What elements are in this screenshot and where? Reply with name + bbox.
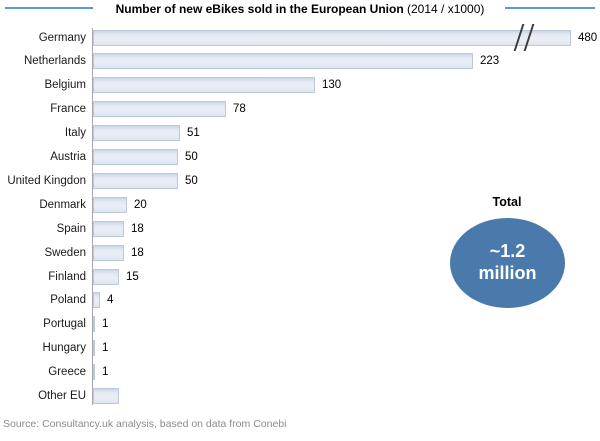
category-label: Belgium — [44, 79, 86, 92]
bar — [93, 125, 180, 142]
bar — [93, 53, 473, 70]
bar — [93, 172, 178, 189]
source-note: Source: Consultancy.uk analysis, based o… — [3, 418, 287, 430]
category-label: Denmark — [39, 198, 86, 211]
value-label: 4 — [107, 294, 114, 307]
bar — [93, 77, 315, 94]
bar — [93, 149, 178, 165]
total-label: Total — [492, 195, 522, 209]
y-axis-line — [92, 28, 93, 405]
category-label: Spain — [56, 222, 86, 235]
bar — [93, 244, 124, 261]
bar — [93, 220, 124, 237]
category-label: Portugal — [43, 318, 86, 331]
category-label: Other EU — [38, 390, 86, 402]
category-label: Sweden — [44, 246, 86, 259]
bar — [93, 101, 226, 118]
category-label: United Kingdon — [7, 174, 86, 187]
category-label: Greece — [48, 366, 86, 379]
total-value-line1: ~1.2 — [489, 241, 526, 262]
value-label: 1 — [102, 342, 109, 355]
value-label: 480 — [578, 31, 598, 44]
bar — [93, 268, 119, 285]
value-label: 50 — [185, 151, 198, 163]
chart-title: Number of new eBikes sold in the Europea… — [0, 2, 600, 16]
value-label: 51 — [187, 127, 200, 140]
category-label: Finland — [48, 270, 86, 283]
bar — [93, 364, 95, 381]
chart-title-main: Number of new eBikes sold in the Europea… — [115, 2, 404, 16]
bar — [93, 29, 571, 46]
title-accent-line-left — [5, 7, 93, 9]
category-label: Germany — [38, 31, 86, 44]
value-label: 50 — [185, 174, 198, 187]
value-label: 20 — [134, 198, 147, 211]
value-label: 130 — [322, 79, 342, 92]
category-label: Poland — [50, 294, 86, 307]
total-ellipse: ~1.2 million — [450, 218, 565, 308]
bar — [93, 388, 119, 404]
value-label: 15 — [126, 270, 139, 283]
bar — [93, 196, 127, 213]
value-label: 1 — [102, 366, 109, 379]
category-label: France — [50, 103, 86, 116]
category-label: Italy — [64, 127, 86, 140]
title-accent-line-right — [505, 7, 595, 9]
value-label: 1 — [102, 318, 109, 331]
value-label: 18 — [131, 246, 144, 259]
total-value-line2: million — [478, 263, 537, 283]
bar — [93, 340, 95, 357]
value-label: 78 — [233, 103, 246, 116]
category-label: Hungary — [42, 342, 86, 355]
bar — [93, 292, 100, 309]
category-label: Austria — [50, 151, 86, 163]
value-label: 223 — [480, 55, 500, 68]
bar — [93, 316, 95, 333]
category-label: Netherlands — [23, 55, 86, 68]
value-label: 18 — [131, 222, 144, 235]
chart-title-suffix: (2014 / x1000) — [407, 2, 485, 16]
